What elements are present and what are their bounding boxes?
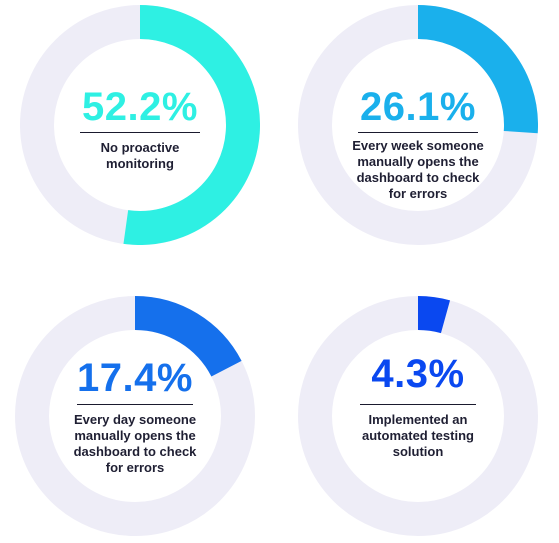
donut-chart-no-proactive-monitoring: 52.2% No proactive monitoring xyxy=(20,5,260,245)
donut-chart-automated-testing: 4.3% Implemented an automated testing so… xyxy=(298,296,538,536)
caption-text: No proactive monitoring xyxy=(100,140,180,171)
donut-svg xyxy=(15,296,255,536)
divider-line xyxy=(358,132,478,133)
percentage-value: 26.1% xyxy=(360,85,476,129)
percentage-value: 52.2% xyxy=(82,85,198,129)
caption-text: Every day someone manually opens the das… xyxy=(73,412,197,475)
donut-svg xyxy=(298,5,538,245)
donut-value-arc xyxy=(417,5,538,134)
donut-value-arc xyxy=(417,296,451,334)
caption-text: Implemented an automated testing solutio… xyxy=(362,412,474,459)
donut-svg xyxy=(20,5,260,245)
divider-line xyxy=(360,404,476,405)
donut-chart-daily-manual-check: 17.4% Every day someone manually opens t… xyxy=(15,296,255,536)
divider-line xyxy=(80,132,200,133)
donut-value-arc xyxy=(123,5,260,245)
percentage-value: 17.4% xyxy=(77,356,193,400)
divider-line xyxy=(77,404,193,405)
donut-value-arc xyxy=(134,296,242,377)
caption-text: Every week someone manually opens the da… xyxy=(352,138,484,201)
donut-svg xyxy=(298,296,538,536)
percentage-value: 4.3% xyxy=(371,352,465,396)
donut-chart-weekly-manual-check: 26.1% Every week someone manually opens … xyxy=(298,5,538,245)
